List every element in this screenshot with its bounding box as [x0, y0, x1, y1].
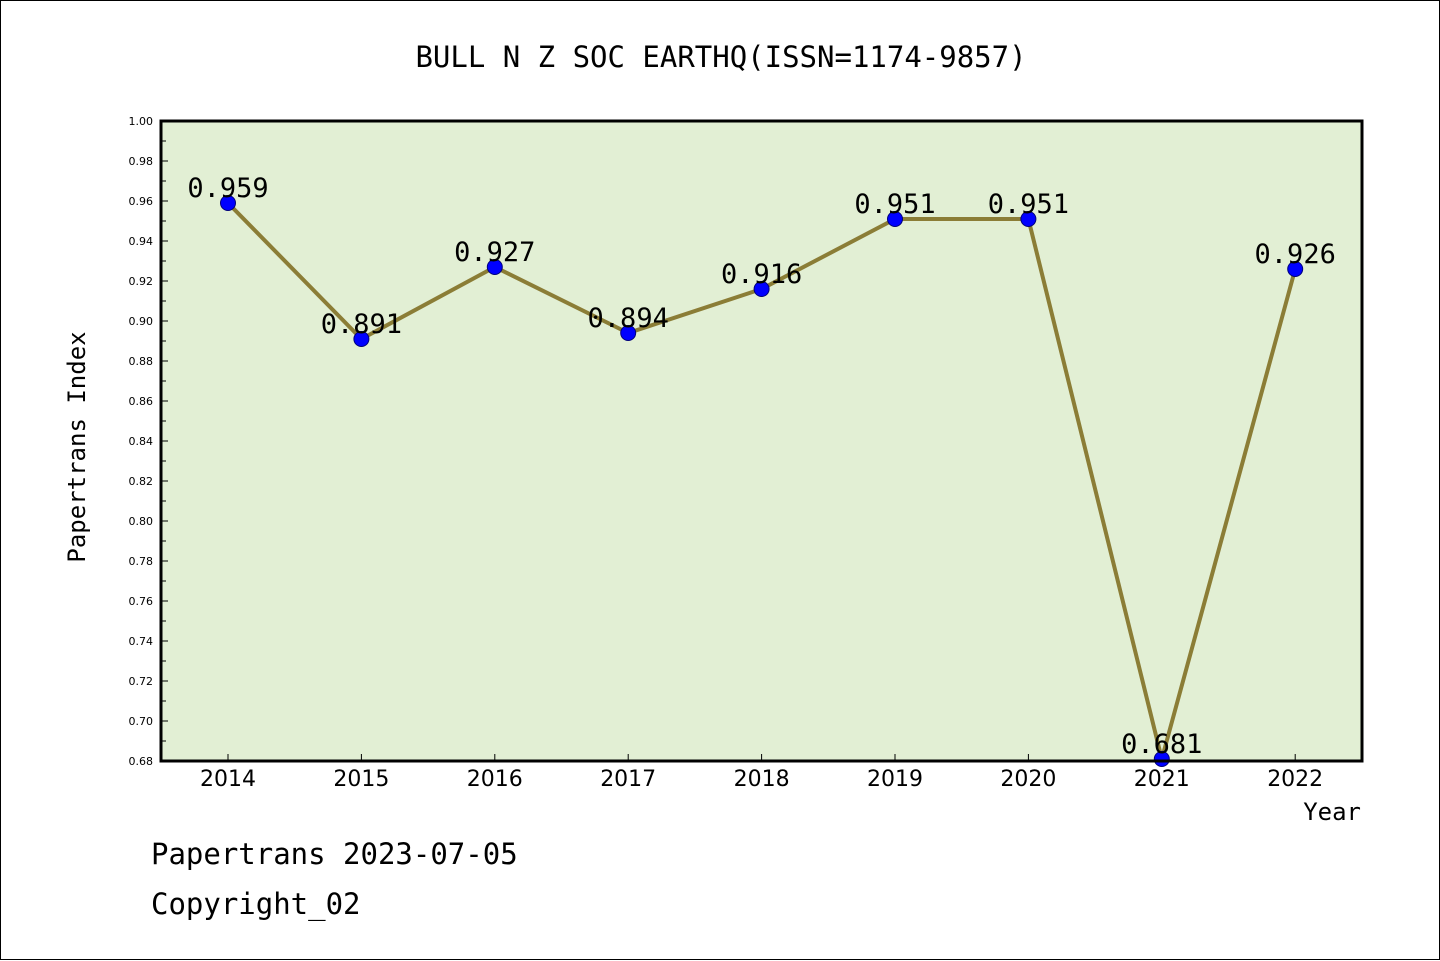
- data-labels: 0.959 0.891 0.927 0.894 0.916 0.951 0.951 0.681…: [187, 173, 1335, 760]
- data-label: 0.926: [1255, 239, 1336, 270]
- x-tick-label: 2016: [467, 767, 523, 792]
- y-tick-label: 0.98: [129, 155, 154, 168]
- x-tick-label: 2015: [333, 767, 389, 792]
- data-label: 0.894: [588, 303, 669, 334]
- y-tick-label: 0.76: [129, 595, 154, 608]
- y-tick-label: 0.86: [129, 395, 154, 408]
- y-tick-label: 0.82: [129, 475, 154, 488]
- y-tick-label: 0.90: [129, 315, 154, 328]
- y-tick-label: 0.72: [129, 675, 154, 688]
- y-tick-label: 0.78: [129, 555, 154, 568]
- y-tick-label: 0.84: [129, 435, 154, 448]
- x-tick-label: 2021: [1134, 767, 1190, 792]
- y-tick-label: 0.80: [129, 515, 154, 528]
- y-tick-label: 0.68: [129, 755, 154, 768]
- data-point: [620, 325, 637, 341]
- chart-title: BULL N Z SOC EARTHQ(ISSN=1174-9857): [415, 40, 1026, 74]
- x-tick-label: 2019: [867, 767, 923, 792]
- data-label: 0.927: [454, 237, 535, 268]
- data-point: [753, 281, 770, 297]
- x-tick-label: 2018: [734, 767, 790, 792]
- data-point: [1153, 751, 1170, 767]
- data-point: [887, 211, 903, 227]
- y-tick-label: 0.88: [129, 355, 154, 368]
- series: [220, 195, 1304, 767]
- data-label: 0.891: [321, 309, 402, 340]
- footer-copyright: Copyright_02: [151, 887, 361, 921]
- data-label: 0.959: [187, 173, 268, 204]
- x-tick-label: 2020: [1000, 767, 1056, 792]
- x-tick-label: 2014: [200, 767, 256, 792]
- data-point: [220, 195, 236, 211]
- data-point: [1287, 261, 1304, 277]
- y-tick-label: 1.00: [129, 115, 154, 128]
- y-tick-label: 0.70: [129, 715, 154, 728]
- y-axis-ticks: 0.68 0.70 0.72 0.74 0.76 0.78 0.80 0.82 0.84 0.86…: [129, 115, 168, 768]
- y-axis-label: Papertrans Index: [63, 331, 91, 562]
- plot-border: [159, 119, 1364, 763]
- x-axis-ticks: 2014 2015 2016 2017 2018 2019 2020 2021 2022: [200, 754, 1323, 792]
- x-axis-label: Year: [1303, 798, 1361, 826]
- x-tick-label: 2017: [600, 767, 656, 792]
- data-point: [353, 331, 370, 347]
- data-label: 0.681: [1121, 729, 1202, 760]
- footer-date: Papertrans 2023-07-05: [151, 837, 518, 871]
- data-point: [1020, 211, 1037, 227]
- data-label: 0.951: [854, 189, 935, 220]
- y-tick-label: 0.94: [129, 235, 154, 248]
- y-tick-label: 0.96: [129, 195, 154, 208]
- data-label: 0.916: [721, 259, 802, 290]
- y-tick-label: 0.92: [129, 275, 154, 288]
- data-label: 0.951: [988, 189, 1069, 220]
- plot-area: [161, 121, 1362, 761]
- y-tick-label: 0.74: [129, 635, 154, 648]
- x-tick-label: 2022: [1267, 767, 1323, 792]
- data-point: [486, 259, 503, 275]
